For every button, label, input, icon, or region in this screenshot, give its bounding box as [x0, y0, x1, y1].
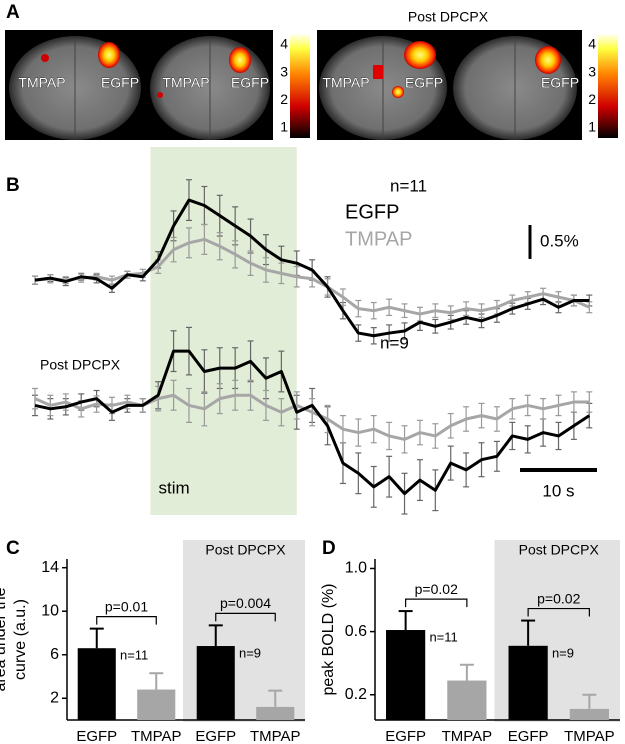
colorbar-tick-label: 4 — [280, 36, 288, 52]
panel-label: D — [322, 538, 336, 559]
bar — [508, 645, 548, 720]
region-label: EGFP — [101, 75, 139, 91]
n-label: n=11 — [390, 176, 427, 195]
colorbar-tick-label: 3 — [280, 63, 288, 79]
bar — [386, 630, 426, 720]
line — [34, 393, 590, 441]
n-label: n=9 — [552, 645, 574, 660]
p-label: p=0.02 — [537, 590, 580, 606]
bar — [569, 708, 609, 720]
colorbar-tick-label: 2 — [588, 91, 596, 107]
n-label: n=9 — [380, 333, 409, 352]
x-tick-label: EGFP — [195, 728, 236, 744]
panel-label: B — [6, 175, 20, 196]
y-tick-label: 14 — [41, 559, 59, 576]
stim-label: stim — [158, 478, 189, 497]
p-label: p=0.01 — [105, 598, 148, 614]
y-tick-label: 6 — [50, 646, 59, 663]
region-label: TMPAP — [322, 75, 369, 91]
y-axis-label: area under the — [0, 587, 9, 691]
region-label: EGFP — [541, 75, 579, 91]
y-axis-label: curve (a.u.) — [12, 599, 29, 680]
x-tick-label: TMPAP — [131, 728, 182, 744]
panel-label: A — [6, 2, 20, 23]
post-label: Post DPCPX — [408, 9, 489, 25]
bar — [256, 706, 295, 720]
x-tick-label: TMPAP — [442, 728, 493, 744]
bar — [137, 689, 176, 720]
colorbar-tick-label: 3 — [588, 63, 596, 79]
colorbar-tick-label: 4 — [588, 36, 596, 52]
n-label: n=9 — [239, 645, 261, 660]
y-tick-label: 1.0 — [345, 560, 367, 577]
x-tick-label: TMPAP — [564, 728, 615, 744]
colorbar-tick-label: 1 — [588, 119, 596, 135]
significance-bracket — [215, 612, 276, 622]
colorbar-tick-label: 2 — [280, 91, 288, 107]
y-axis-label: peak BOLD (%) — [320, 583, 337, 695]
region-label: TMPAP — [18, 75, 65, 91]
x-tick-label: TMPAP — [250, 728, 301, 744]
n-label: n=11 — [120, 648, 148, 663]
colorbar — [290, 33, 310, 138]
bar — [77, 648, 116, 720]
x-tick-label: EGFP — [385, 728, 426, 744]
significance-bracket — [405, 598, 468, 608]
y-tick-label: 2 — [50, 689, 59, 706]
bar — [196, 646, 235, 720]
subtitle: Post DPCPX — [40, 357, 121, 373]
significance-bracket — [96, 616, 157, 625]
x-tick-label: EGFP — [508, 728, 549, 744]
bar — [447, 680, 487, 720]
significance-bracket — [527, 607, 590, 617]
scale-bar-label: 10 s — [542, 481, 574, 500]
legend-entry: TMPAP — [345, 228, 412, 250]
x-tick-label: EGFP — [76, 728, 117, 744]
region-label: TMPAP — [162, 75, 209, 91]
y-tick-label: 0.6 — [345, 623, 367, 640]
p-label: p=0.02 — [415, 581, 458, 597]
legend-entry: EGFP — [345, 201, 399, 223]
scale-bar-label: 0.5% — [540, 231, 579, 250]
p-label: p=0.004 — [220, 595, 271, 611]
line — [34, 349, 591, 496]
y-tick-label: 10 — [41, 602, 59, 619]
panel-label: C — [6, 538, 20, 559]
shade-label: Post DPCPX — [519, 542, 600, 558]
line — [34, 198, 590, 338]
region-label: EGFP — [231, 75, 269, 91]
y-tick-label: 0.2 — [345, 686, 367, 703]
shade-label: Post DPCPX — [205, 542, 286, 558]
colorbar — [598, 33, 618, 138]
colorbar-tick-label: 1 — [280, 119, 288, 135]
region-label: EGFP — [405, 75, 443, 91]
n-label: n=11 — [429, 629, 457, 644]
brain-images — [9, 36, 577, 140]
